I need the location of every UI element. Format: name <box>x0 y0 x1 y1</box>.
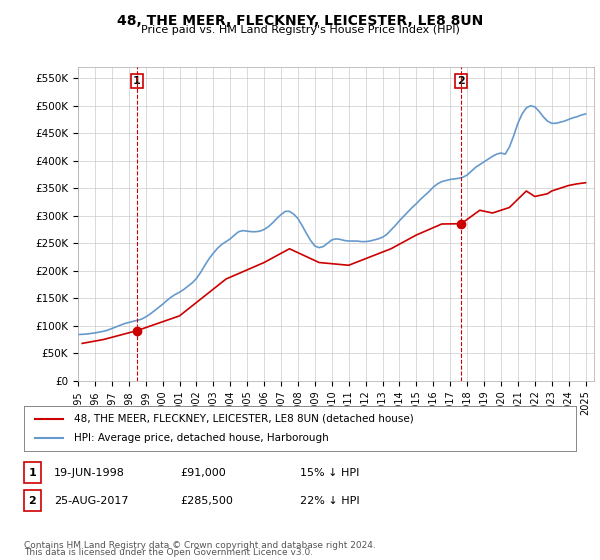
Text: 2: 2 <box>457 76 465 86</box>
Text: 25-AUG-2017: 25-AUG-2017 <box>54 496 128 506</box>
Text: 48, THE MEER, FLECKNEY, LEICESTER, LE8 8UN: 48, THE MEER, FLECKNEY, LEICESTER, LE8 8… <box>117 14 483 28</box>
Text: £285,500: £285,500 <box>180 496 233 506</box>
Text: Contains HM Land Registry data © Crown copyright and database right 2024.: Contains HM Land Registry data © Crown c… <box>24 541 376 550</box>
Text: HPI: Average price, detached house, Harborough: HPI: Average price, detached house, Harb… <box>74 433 328 444</box>
Text: 1: 1 <box>29 468 36 478</box>
Text: £91,000: £91,000 <box>180 468 226 478</box>
Text: Price paid vs. HM Land Registry's House Price Index (HPI): Price paid vs. HM Land Registry's House … <box>140 25 460 35</box>
Text: 22% ↓ HPI: 22% ↓ HPI <box>300 496 359 506</box>
Text: 1: 1 <box>133 76 140 86</box>
Text: 19-JUN-1998: 19-JUN-1998 <box>54 468 125 478</box>
Text: 48, THE MEER, FLECKNEY, LEICESTER, LE8 8UN (detached house): 48, THE MEER, FLECKNEY, LEICESTER, LE8 8… <box>74 413 413 423</box>
Text: This data is licensed under the Open Government Licence v3.0.: This data is licensed under the Open Gov… <box>24 548 313 557</box>
Text: 15% ↓ HPI: 15% ↓ HPI <box>300 468 359 478</box>
Text: 2: 2 <box>29 496 36 506</box>
